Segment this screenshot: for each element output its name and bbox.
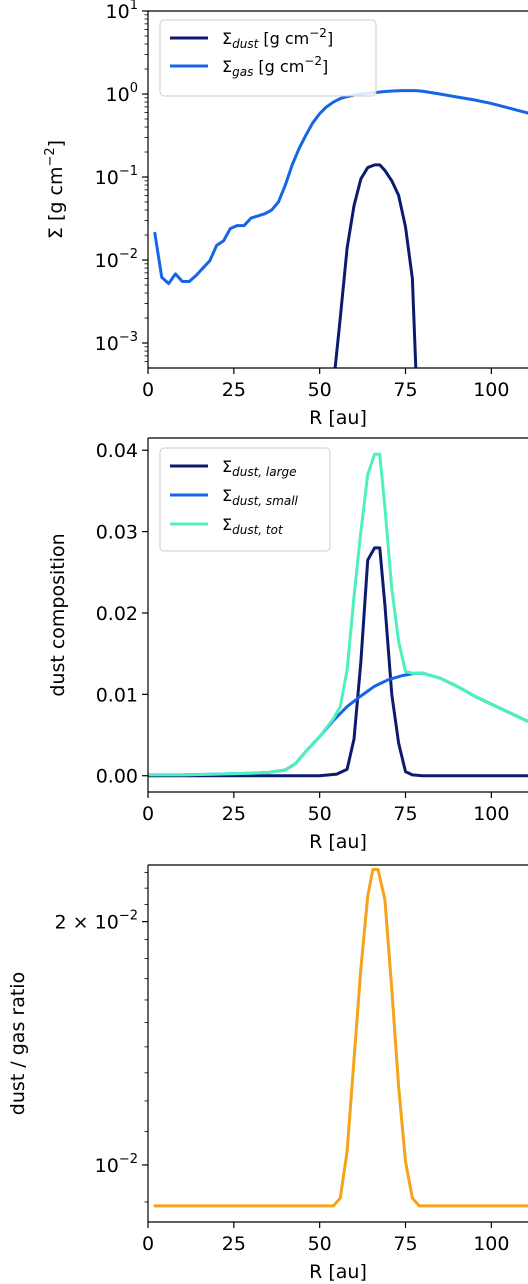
x-tick-label: 75	[393, 803, 417, 825]
x-tick-label: 0	[142, 1233, 154, 1255]
x-tick-label: 50	[308, 803, 332, 825]
legend: Σdust, large Σdust, small Σdust, tot	[159, 447, 331, 552]
x-tick-label: 100	[473, 1233, 509, 1255]
series-line--dust-g-cm-	[333, 163, 418, 368]
x-tick-label: 25	[222, 1233, 246, 1255]
y-tick-label: 2 × 10−2	[55, 909, 138, 934]
legend-entry: Σgas [g cm−2]	[222, 54, 328, 79]
x-tick-label: 0	[142, 379, 154, 401]
y-tick-label: 10−1	[95, 164, 138, 189]
panels: 0 25 50 75 100 10−3 10−2 10−1 100 101 R [au] Σ [g c…	[7, 0, 528, 1283]
y-axis-label: Σ [g cm−2]	[43, 140, 67, 239]
y-tick-label: 10−2	[95, 1152, 138, 1177]
x-tick-label: 0	[142, 803, 154, 825]
y-axis-label: dust / gas ratio	[7, 972, 29, 1115]
y-tick-label: 100	[106, 81, 138, 106]
series-line-ratio	[153, 868, 528, 1208]
legend-entry: Σdust, tot	[222, 515, 284, 537]
x-tick-label: 25	[222, 803, 246, 825]
chart-panel-1: 0 25 50 75 100 10−3 10−2 10−1 100 101 R [au] Σ [g c…	[43, 0, 528, 429]
x-tick-label: 100	[473, 379, 509, 401]
y-tick-label: 0.02	[96, 603, 138, 625]
x-tick-label: 75	[393, 379, 417, 401]
y-tick-label: 0.03	[96, 522, 138, 544]
legend-entry: Σdust, small	[222, 486, 299, 508]
y-tick-label: 10−2	[95, 247, 138, 272]
x-axis-label: R [au]	[309, 407, 367, 429]
chart-panel-2: 0 25 50 75 100 0.00 0.01 0.02 0.03 0.04 R [au] dust…	[47, 437, 528, 853]
legend-box	[159, 19, 377, 97]
legend-entry: Σdust [g cm−2]	[222, 26, 333, 51]
y-tick-label: 101	[106, 0, 138, 23]
y-tick-label: 0.00	[96, 766, 138, 788]
x-tick-label: 50	[308, 1233, 332, 1255]
x-tick-label: 50	[308, 379, 332, 401]
y-tick-label: 0.01	[96, 684, 138, 706]
x-axis-label: R [au]	[309, 831, 367, 853]
x-axis-label: R [au]	[309, 1261, 367, 1283]
legend-entry: Σdust, large	[222, 457, 297, 479]
x-tick-label: 75	[393, 1233, 417, 1255]
series-line--dust-large	[148, 546, 528, 778]
legend: Σdust [g cm−2] Σgas [g cm−2]	[159, 19, 377, 97]
series-line--dust-tot	[148, 452, 528, 777]
x-tick-label: 25	[222, 379, 246, 401]
x-tick-label: 100	[473, 803, 509, 825]
series-line--gas-g-cm-	[153, 89, 528, 286]
y-tick-label: 0.04	[96, 440, 138, 462]
chart-panel-3: 0 25 50 75 100 10−2 2 × 10−2 R [au] dust / gas r…	[7, 864, 528, 1283]
y-tick-label: 10−3	[95, 330, 138, 355]
y-axis-label: dust composition	[47, 533, 69, 696]
